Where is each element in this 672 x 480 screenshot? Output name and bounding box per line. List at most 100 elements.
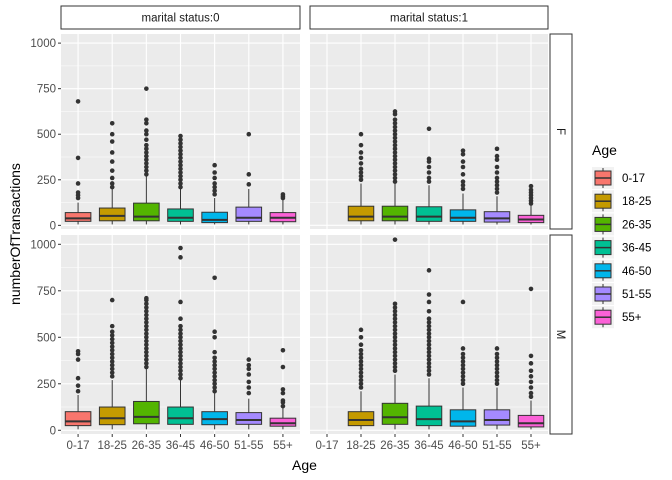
- outlier-point: [178, 245, 183, 251]
- box-51-55: [235, 412, 263, 425]
- outlier-point: [144, 305, 149, 310]
- outlier-point: [392, 142, 398, 148]
- outlier-point: [392, 308, 398, 314]
- outlier-point: [109, 370, 115, 375]
- outlier-point: [212, 359, 217, 364]
- legend-title: Age: [592, 142, 617, 158]
- box-36-45: [415, 206, 443, 222]
- outlier-point: [426, 338, 432, 344]
- y-tick-label: 750: [37, 84, 56, 96]
- outlier-point: [494, 186, 500, 192]
- legend-label: 51-55: [622, 289, 651, 301]
- outlier-point: [109, 131, 115, 137]
- outlier-point: [494, 377, 500, 383]
- outlier-point: [426, 175, 432, 181]
- outlier-point: [144, 86, 149, 91]
- outlier-point: [144, 346, 149, 351]
- outlier-point: [212, 334, 217, 340]
- outlier-point: [212, 385, 217, 390]
- outlier-point: [358, 359, 364, 364]
- y-tick-label: 500: [37, 129, 56, 141]
- outlier-point: [358, 342, 364, 348]
- outlier-point: [426, 156, 432, 162]
- outlier-point: [392, 128, 398, 133]
- outlier-point: [144, 117, 149, 122]
- outlier-point: [392, 312, 398, 318]
- legend-label: 55+: [622, 312, 642, 324]
- outlier-point: [75, 190, 81, 195]
- outlier-point: [358, 161, 364, 166]
- outlier-point: [392, 346, 398, 351]
- outlier-point: [426, 292, 432, 297]
- outlier-point: [144, 128, 149, 133]
- outlier-point: [280, 348, 286, 353]
- outlier-point: [460, 179, 466, 184]
- box-55+: [269, 417, 297, 427]
- outlier-point: [212, 381, 217, 387]
- outlier-point: [426, 323, 432, 329]
- outlier-point: [144, 308, 149, 314]
- outlier-point: [212, 370, 217, 375]
- outlier-point: [178, 255, 183, 260]
- outlier-point: [426, 342, 432, 348]
- outlier-point: [75, 99, 81, 104]
- outlier-point: [494, 381, 500, 387]
- box-36-45: [167, 406, 194, 425]
- outlier-point: [109, 297, 115, 303]
- y-tick-label: 1000: [30, 38, 56, 50]
- outlier-point: [178, 133, 183, 139]
- outlier-point: [494, 182, 500, 188]
- x-tick-label: 55+: [273, 440, 293, 452]
- outlier-point: [392, 357, 398, 362]
- outlier-point: [109, 333, 115, 338]
- outlier-point: [392, 331, 398, 336]
- outlier-point: [75, 181, 81, 186]
- x-tick-label: 18-25: [98, 440, 127, 452]
- x-tick-label: 46-50: [200, 440, 229, 452]
- outlier-point: [212, 366, 217, 372]
- outlier-point: [246, 182, 252, 187]
- outlier-point: [178, 155, 183, 161]
- outlier-point: [494, 355, 500, 361]
- outlier-point: [392, 179, 398, 184]
- outlier-point: [358, 166, 364, 172]
- outlier-point: [280, 398, 286, 403]
- outlier-point: [392, 175, 398, 181]
- outlier-point: [109, 139, 115, 144]
- legend-label: 18-25: [622, 196, 651, 208]
- outlier-point: [109, 359, 115, 364]
- outlier-point: [494, 190, 500, 195]
- legend-label: 46-50: [622, 266, 651, 278]
- outlier-point: [178, 151, 183, 157]
- outlier-point: [358, 377, 364, 383]
- outlier-point: [109, 323, 115, 329]
- outlier-point: [392, 131, 398, 137]
- outlier-point: [178, 346, 183, 351]
- outlier-point: [280, 364, 286, 370]
- outlier-point: [246, 131, 252, 137]
- facet-label-row-0: F: [554, 128, 566, 135]
- outlier-point: [144, 323, 149, 329]
- outlier-point: [144, 157, 149, 163]
- outlier-point: [144, 327, 149, 333]
- outlier-point: [358, 155, 364, 161]
- outlier-point: [144, 120, 149, 126]
- outlier-point: [426, 308, 432, 314]
- y-axis-title: numberOfTransactions: [7, 163, 23, 305]
- legend-label: 0-17: [622, 173, 645, 185]
- outlier-point: [144, 320, 149, 325]
- outlier-point: [178, 148, 183, 153]
- outlier-point: [178, 327, 183, 333]
- outlier-point: [494, 351, 500, 357]
- outlier-point: [178, 316, 183, 321]
- box-0-17: [64, 411, 92, 427]
- outlier-point: [246, 172, 252, 177]
- legend-label: 26-35: [622, 219, 651, 231]
- facet-strip-row-1: [549, 234, 573, 435]
- outlier-point: [109, 366, 115, 372]
- x-tick-label: 51-55: [234, 440, 263, 452]
- outlier-point: [528, 385, 534, 390]
- box-18-25: [98, 207, 126, 222]
- outlier-point: [212, 170, 217, 175]
